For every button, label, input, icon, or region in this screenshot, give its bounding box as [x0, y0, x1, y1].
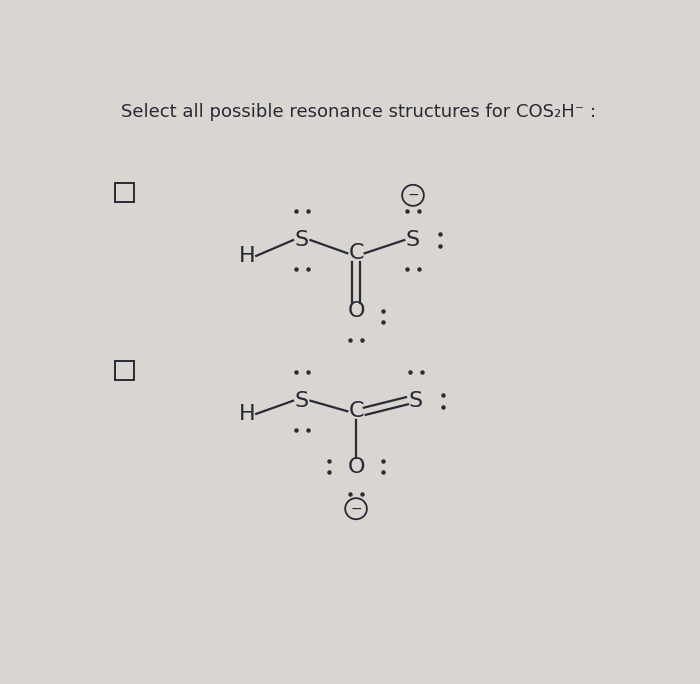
- Text: S: S: [295, 230, 309, 250]
- Text: O: O: [347, 301, 365, 321]
- Text: S: S: [406, 230, 420, 250]
- Bar: [115, 183, 134, 202]
- Text: H: H: [239, 404, 256, 424]
- Text: S: S: [409, 391, 423, 410]
- Text: −: −: [407, 188, 419, 202]
- Text: H: H: [239, 246, 256, 266]
- Text: Select all possible resonance structures for COS₂H⁻ :: Select all possible resonance structures…: [121, 103, 596, 121]
- Text: S: S: [295, 391, 309, 410]
- Text: −: −: [350, 501, 362, 516]
- Text: C: C: [349, 402, 364, 421]
- Text: C: C: [349, 244, 364, 263]
- Text: O: O: [347, 456, 365, 477]
- Bar: [115, 360, 134, 380]
